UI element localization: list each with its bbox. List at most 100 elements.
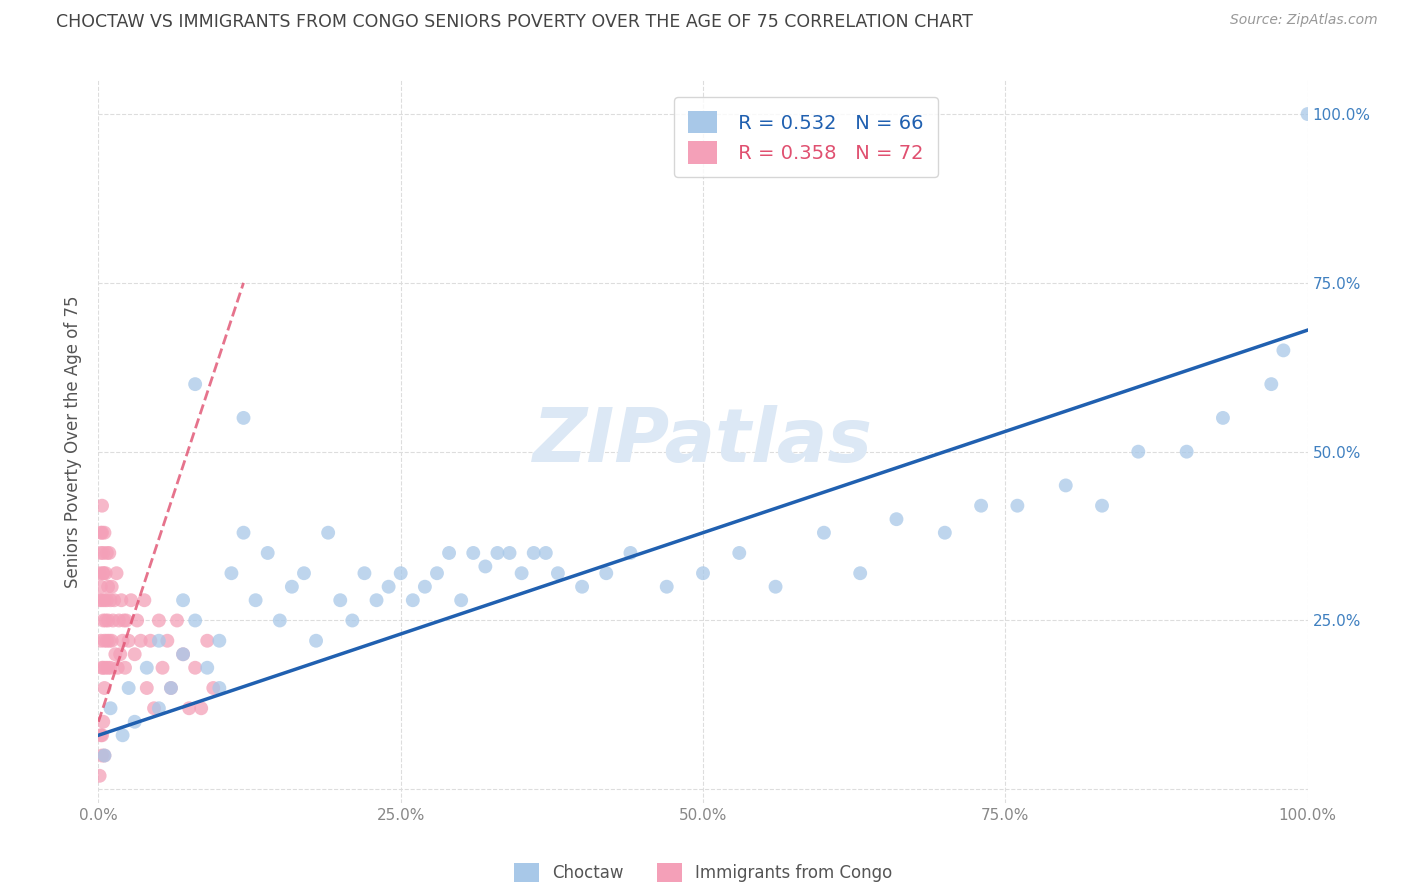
Point [96,546,118,560]
Point [377,580,399,594]
Point [105,566,128,581]
Text: Source: ZipAtlas.com: Source: ZipAtlas.com [1230,13,1378,28]
Point [190,701,212,715]
Point [166,614,188,628]
Point [510,566,533,581]
Point [111,633,134,648]
Point [91,614,114,628]
Point [97,661,120,675]
Point [108,614,131,628]
Point [120,593,142,607]
Point [353,566,375,581]
Point [129,633,152,648]
Point [98,633,121,648]
Point [160,681,183,695]
Point [342,614,364,628]
Point [195,633,218,648]
Point [232,411,254,425]
Point [1128,444,1150,458]
Point [100,633,122,648]
Point [534,546,557,560]
Point [1260,377,1282,392]
Point [547,566,569,581]
Point [148,633,170,648]
Point [139,633,162,648]
Point [93,525,115,540]
Point [90,580,112,594]
Point [93,633,115,648]
Point [426,566,449,581]
Point [498,546,520,560]
Point [98,546,121,560]
Point [89,593,111,607]
Point [202,681,225,695]
Point [172,593,194,607]
Point [90,728,112,742]
Point [184,661,207,675]
Point [619,546,641,560]
Point [97,614,120,628]
Point [886,512,908,526]
Point [93,748,115,763]
Point [135,661,157,675]
Point [1054,478,1077,492]
Point [124,714,146,729]
Point [152,661,174,675]
Point [1212,411,1234,425]
Point [413,580,436,594]
Y-axis label: Seniors Poverty Over the Age of 75: Seniors Poverty Over the Age of 75 [65,295,83,588]
Point [172,647,194,661]
Point [523,546,546,560]
Point [156,633,179,648]
Legend: Choctaw, Immigrants from Congo: Choctaw, Immigrants from Congo [505,855,901,890]
Point [91,661,114,675]
Point [91,714,114,729]
Point [91,499,114,513]
Point [329,593,352,607]
Point [93,748,115,763]
Point [934,525,956,540]
Point [94,566,117,581]
Point [474,559,496,574]
Point [134,593,156,607]
Point [184,614,207,628]
Point [89,566,111,581]
Point [245,593,267,607]
Point [118,633,141,648]
Point [89,769,111,783]
Point [389,566,412,581]
Point [179,701,201,715]
Point [437,546,460,560]
Point [91,566,114,581]
Point [813,525,835,540]
Point [148,614,170,628]
Point [100,661,122,675]
Point [450,593,472,607]
Point [1091,499,1114,513]
Point [148,701,170,715]
Point [402,593,425,607]
Point [91,593,114,607]
Point [93,593,115,607]
Point [100,701,122,715]
Point [256,546,278,560]
Point [305,633,328,648]
Point [91,728,114,742]
Point [1296,107,1319,121]
Point [91,546,114,560]
Point [94,614,117,628]
Text: ZIPatlas: ZIPatlas [533,405,873,478]
Point [124,647,146,661]
Point [208,633,231,648]
Point [160,681,183,695]
Point [91,525,114,540]
Point [143,701,166,715]
Point [463,546,485,560]
Point [232,525,254,540]
Point [111,728,134,742]
Point [100,593,122,607]
Point [172,647,194,661]
Point [110,593,132,607]
Point [316,525,339,540]
Point [90,546,112,560]
